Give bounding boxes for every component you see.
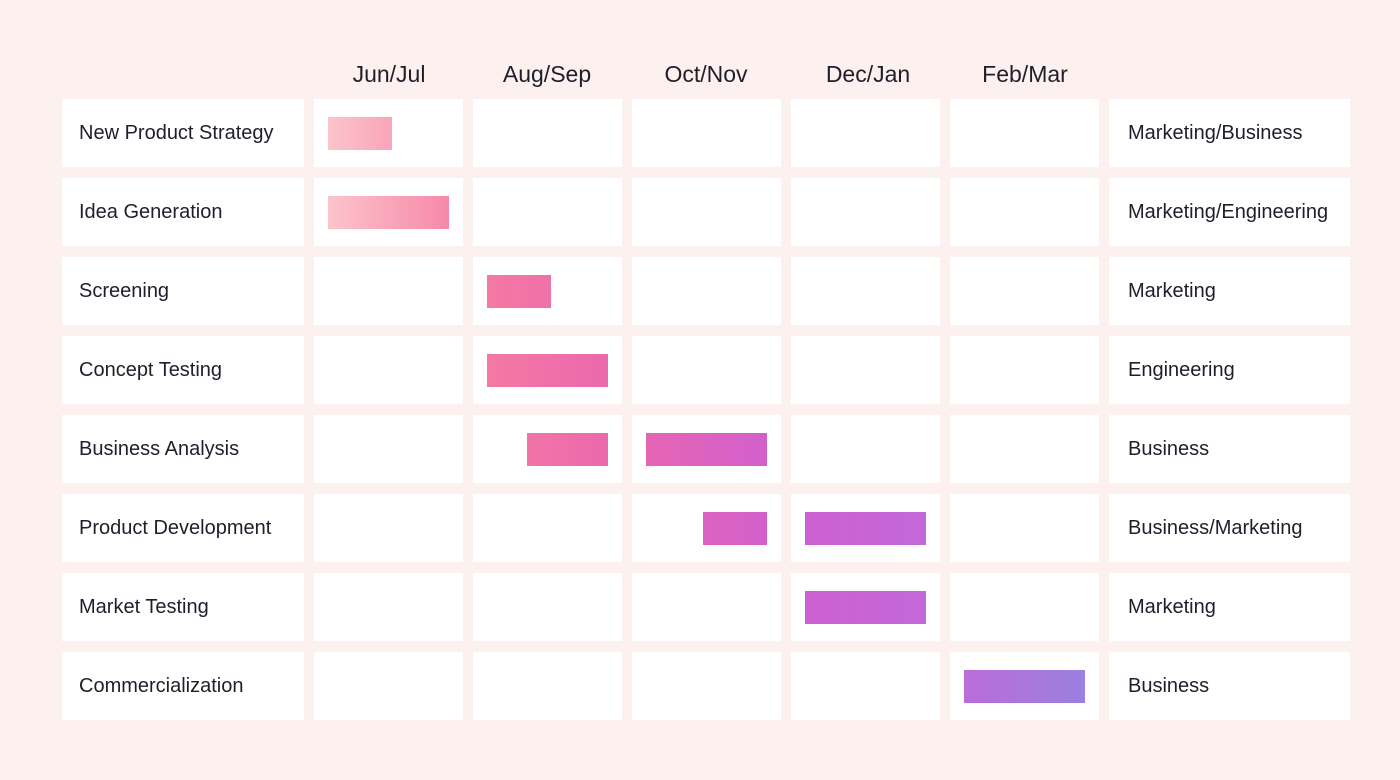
task-cell: [62, 99, 304, 167]
period-header: Feb/Mar: [982, 60, 1068, 87]
period-cell: [473, 178, 622, 246]
owner-cell: [1109, 573, 1350, 641]
period-cell: [473, 494, 622, 562]
owner-label: Business: [1128, 674, 1210, 697]
period-cell: [314, 336, 463, 404]
period-cell: [632, 99, 781, 167]
task-label: Business Analysis: [79, 437, 240, 460]
period-cell: [791, 178, 940, 246]
task-label: Concept Testing: [79, 358, 223, 381]
task-label: New Product Strategy: [79, 121, 274, 144]
task-bar: [526, 432, 608, 466]
period-cell: [791, 99, 940, 167]
task-cell: [62, 573, 304, 641]
period-cell: [950, 178, 1099, 246]
period-header: Aug/Sep: [502, 60, 592, 87]
period-cell: [950, 257, 1099, 325]
period-cell: [791, 257, 940, 325]
task-bar: [702, 511, 767, 545]
owner-cell: [1109, 336, 1350, 404]
period-cell: [791, 415, 940, 483]
period-cell: [950, 336, 1099, 404]
period-cell: [791, 336, 940, 404]
period-cell: [314, 573, 463, 641]
task-bar: [487, 274, 552, 308]
period-cell: [950, 415, 1099, 483]
period-cell: [632, 178, 781, 246]
period-cell: [314, 257, 463, 325]
period-cell: [632, 573, 781, 641]
task-bar: [805, 590, 926, 624]
task-bar: [487, 353, 608, 387]
owner-cell: [1109, 99, 1350, 167]
task-bar: [328, 116, 393, 150]
task-bar: [964, 669, 1085, 703]
owner-cell: [1109, 178, 1350, 246]
task-label: Market Testing: [79, 595, 209, 618]
task-bar: [646, 432, 767, 466]
task-cell: [62, 652, 304, 720]
task-label: Idea Generation: [79, 200, 223, 223]
owner-label: Business: [1128, 437, 1210, 460]
task-cell: [62, 257, 304, 325]
period-cell: [632, 257, 781, 325]
task-label: Screening: [79, 279, 170, 302]
owner-cell: [1109, 415, 1350, 483]
period-header: Jun/Jul: [352, 60, 426, 87]
task-bar: [805, 511, 926, 545]
owner-label: Engineering: [1128, 358, 1235, 381]
period-cell: [950, 99, 1099, 167]
period-cell: [473, 99, 622, 167]
period-header: Oct/Nov: [664, 60, 748, 87]
period-cell: [473, 573, 622, 641]
period-header: Dec/Jan: [825, 60, 911, 87]
task-label: Commercialization: [79, 674, 244, 697]
owner-label: Marketing: [1128, 279, 1216, 302]
period-cell: [632, 652, 781, 720]
period-cell: [473, 652, 622, 720]
owner-label: Marketing/Business: [1128, 121, 1303, 144]
task-label: Product Development: [79, 516, 272, 539]
task-cell: [62, 336, 304, 404]
owner-cell: [1109, 257, 1350, 325]
period-cell: [314, 652, 463, 720]
owner-cell: [1109, 494, 1350, 562]
owner-label: Marketing: [1128, 595, 1216, 618]
task-cell: [62, 178, 304, 246]
owner-label: Business/Marketing: [1128, 516, 1303, 539]
owner-label: Marketing/Engineering: [1128, 200, 1329, 223]
owner-cell: [1109, 652, 1350, 720]
period-cell: [314, 494, 463, 562]
task-bar: [328, 195, 449, 229]
task-cell: [62, 415, 304, 483]
period-cell: [950, 494, 1099, 562]
task-cell: [62, 494, 304, 562]
period-cell: [632, 336, 781, 404]
period-cell: [791, 652, 940, 720]
period-cell: [950, 573, 1099, 641]
period-cell: [314, 415, 463, 483]
